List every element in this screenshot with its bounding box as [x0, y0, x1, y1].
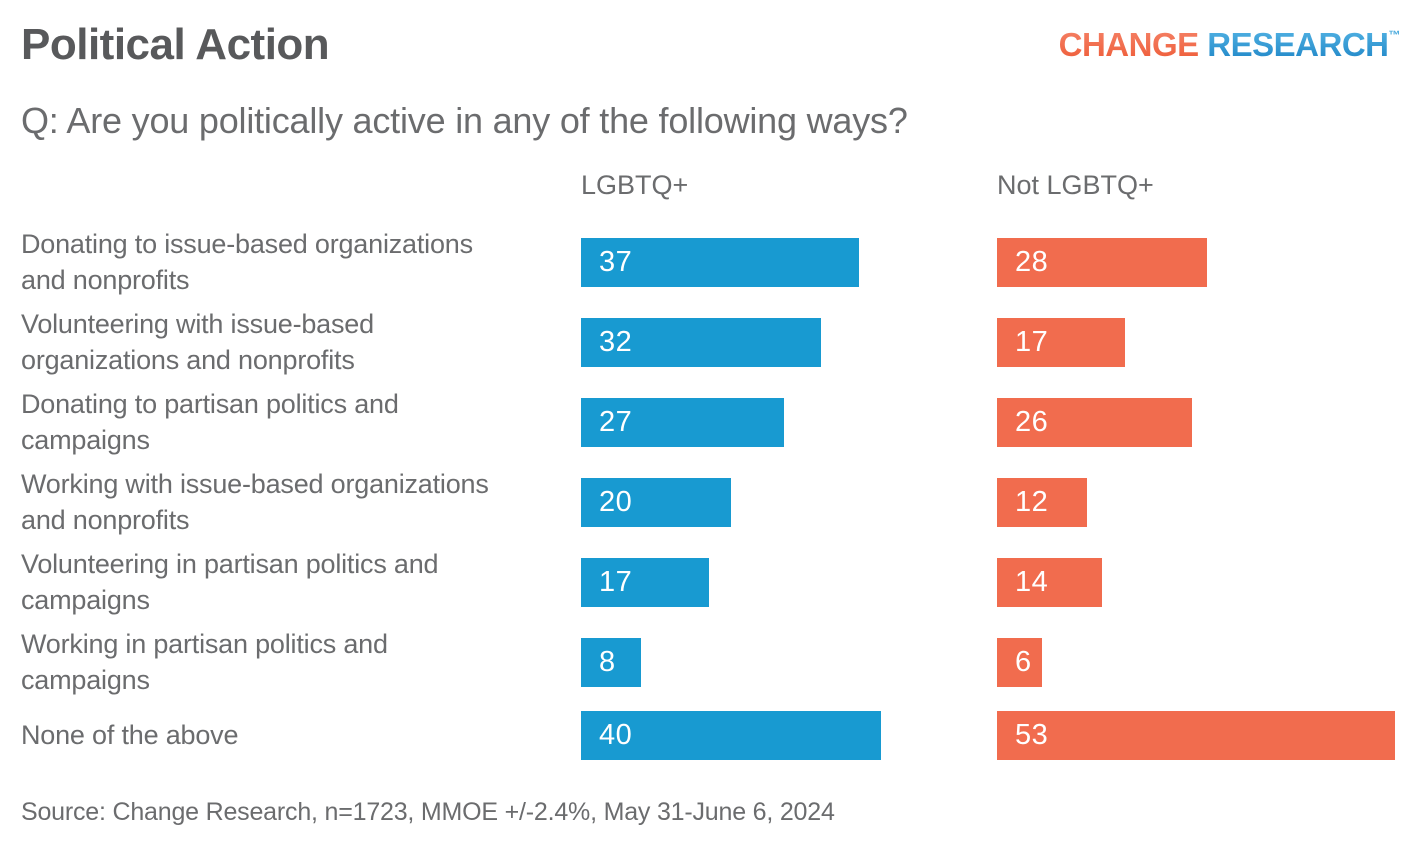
bar-lgbtq: 40: [581, 710, 881, 760]
bar-chart: LGBTQ+ Not LGBTQ+ Donating to issue-base…: [0, 170, 1424, 768]
bar-lgbtq: 37: [581, 237, 859, 287]
bar-not-lgbtq: 28: [997, 237, 1207, 287]
bar-value-label: 28: [1015, 245, 1049, 278]
chart-row: Volunteering in partisan politics and ca…: [0, 542, 1424, 622]
bar-not-lgbtq: 12: [997, 477, 1087, 527]
chart-row: Working in partisan politics and campaig…: [0, 622, 1424, 702]
bar-lgbtq: 8: [581, 637, 641, 687]
source-note: Source: Change Research, n=1723, MMOE +/…: [21, 798, 835, 826]
chart-row: Volunteering with issue-based organizati…: [0, 302, 1424, 382]
bar-value-label: 20: [599, 485, 633, 518]
category-label: Working in partisan politics and campaig…: [21, 629, 388, 695]
bar-not-lgbtq: 53: [997, 710, 1395, 760]
bar-value-label: 40: [599, 718, 633, 751]
bar-lgbtq: 32: [581, 317, 821, 367]
bar-not-lgbtq: 14: [997, 557, 1102, 607]
bar-value-label: 17: [1015, 325, 1049, 358]
bar-value-label: 12: [1015, 485, 1049, 518]
bar-value-label: 37: [599, 245, 633, 278]
category-label: Volunteering in partisan politics and ca…: [21, 549, 439, 615]
category-label: Volunteering with issue-based organizati…: [21, 309, 374, 375]
chart-row: Donating to issue-based organizations an…: [0, 222, 1424, 302]
trademark-symbol: ™: [1388, 28, 1401, 42]
logo-word-change: CHANGE: [1058, 26, 1200, 63]
bar-lgbtq: 17: [581, 557, 709, 607]
bar-lgbtq: 27: [581, 397, 784, 447]
bar-value-label: 8: [599, 645, 616, 678]
column-header-not-lgbtq: Not LGBTQ+: [997, 170, 1154, 200]
bar-value-label: 32: [599, 325, 633, 358]
category-label: None of the above: [21, 720, 239, 750]
bar-value-label: 27: [599, 405, 633, 438]
logo-word-research: RESEARCH: [1198, 26, 1389, 63]
chart-row: None of the above 40 53: [0, 702, 1424, 768]
bar-value-label: 17: [599, 565, 633, 598]
column-header-lgbtq: LGBTQ+: [581, 170, 689, 200]
header: Political Action CHANGE RESEARCH™: [0, 0, 1424, 70]
category-label: Donating to partisan politics and campai…: [21, 389, 399, 455]
chart-row: Donating to partisan politics and campai…: [0, 382, 1424, 462]
page-title: Political Action: [21, 20, 330, 69]
bar-value-label: 53: [1015, 718, 1049, 751]
bar-not-lgbtq: 17: [997, 317, 1125, 367]
bar-not-lgbtq: 6: [997, 637, 1042, 687]
question-text: Q: Are you politically active in any of …: [21, 100, 908, 141]
category-label: Donating to issue-based organizations an…: [21, 229, 473, 295]
bar-lgbtq: 20: [581, 477, 731, 527]
chart-column-headers: LGBTQ+ Not LGBTQ+: [0, 170, 1424, 222]
bar-value-label: 14: [1015, 565, 1049, 598]
bar-not-lgbtq: 26: [997, 397, 1192, 447]
change-research-logo: CHANGE RESEARCH™: [1058, 20, 1401, 64]
chart-row: Working with issue-based organizations a…: [0, 462, 1424, 542]
bar-value-label: 6: [1015, 645, 1032, 678]
bar-value-label: 26: [1015, 405, 1049, 438]
category-label: Working with issue-based organizations a…: [21, 469, 489, 535]
